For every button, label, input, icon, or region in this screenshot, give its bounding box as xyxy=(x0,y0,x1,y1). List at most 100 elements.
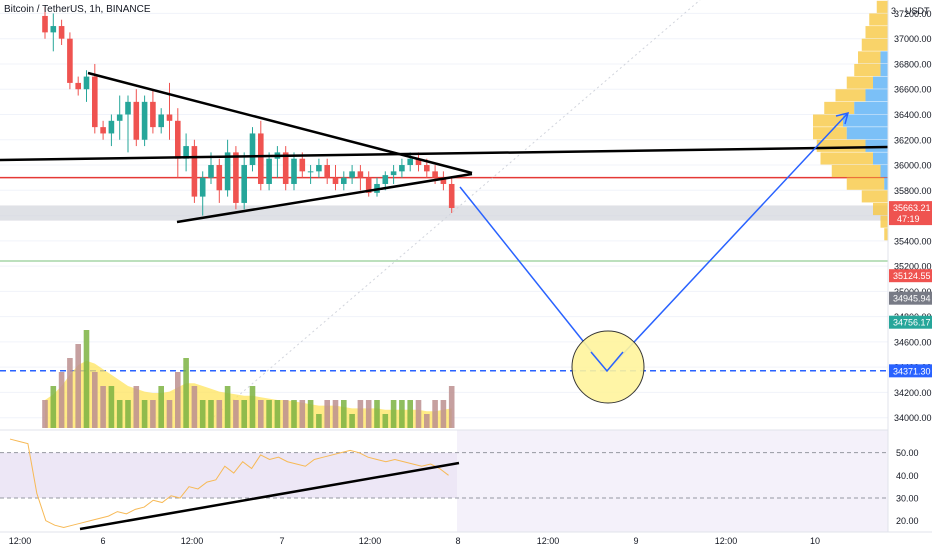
volume-bar xyxy=(341,400,347,428)
volume-bar xyxy=(67,358,73,428)
volume-bar xyxy=(58,372,65,428)
volume-bar xyxy=(382,414,389,428)
volume-bar xyxy=(282,400,289,428)
volume-bar xyxy=(83,330,90,428)
price-tick-label: 36000.00 xyxy=(894,161,932,171)
candle-body xyxy=(216,165,223,191)
projection-down xyxy=(459,186,608,372)
volume-profile-bar-blue xyxy=(854,101,888,114)
volume-bar xyxy=(307,400,314,428)
volume-bar xyxy=(424,414,430,428)
volume-bar xyxy=(291,400,297,428)
volume-bar xyxy=(75,344,81,428)
target-v-mark xyxy=(590,351,624,373)
volume-bar xyxy=(108,386,115,428)
volume-bar xyxy=(125,400,131,428)
volume-profile-bar xyxy=(820,152,873,165)
projection-up xyxy=(606,112,849,372)
volume-bar xyxy=(199,400,206,428)
time-axis-bg xyxy=(0,532,932,550)
time-tick-label: 12:00 xyxy=(715,536,738,546)
volume-profile-bar xyxy=(824,101,855,114)
rsi-line xyxy=(9,438,449,528)
candle-body xyxy=(67,38,73,83)
volume-bar xyxy=(407,400,413,428)
volume-bar xyxy=(266,400,272,428)
trendline-upper xyxy=(87,71,473,175)
candle-body xyxy=(108,120,115,134)
candle-body xyxy=(166,114,173,121)
volume-profile-bar-blue xyxy=(873,152,888,165)
volume-profile-bar xyxy=(861,190,888,203)
price-tick-label: 35200.00 xyxy=(894,262,932,272)
price-label-text: 35124.55 xyxy=(893,271,931,281)
target-circle xyxy=(571,330,645,404)
time-tick-label: 12:00 xyxy=(181,536,204,546)
candle-body xyxy=(332,177,339,184)
candle-body xyxy=(224,152,231,191)
time-tick-label: 12:00 xyxy=(9,536,32,546)
volume-profile-bar-blue xyxy=(843,114,888,127)
candle-body xyxy=(175,120,181,159)
price-label-text: 35663.21 xyxy=(893,203,931,213)
volume-profile-bar xyxy=(816,139,866,152)
candle-body xyxy=(316,165,322,172)
price-tick-label: 36400.00 xyxy=(894,110,932,120)
time-tick-label: 9 xyxy=(633,536,638,546)
price-label-box xyxy=(889,269,932,283)
volume-bar xyxy=(440,400,447,428)
candle-body xyxy=(191,146,198,197)
candle-body xyxy=(249,133,256,166)
volume-profile-bar xyxy=(884,228,888,241)
chart-legend: Bitcoin / TetherUS, 1h, BINANCE xyxy=(4,4,155,15)
candle-body xyxy=(133,101,140,140)
volume-bar xyxy=(133,386,140,428)
volume-profile-bar xyxy=(865,26,888,39)
volume-bar xyxy=(233,400,239,428)
candle-body xyxy=(349,171,355,178)
trendline-lower xyxy=(176,172,473,224)
candle-body xyxy=(291,158,297,184)
price-label-text: 34756.17 xyxy=(893,318,931,328)
candle-body xyxy=(42,15,48,33)
time-tick-label: 12:00 xyxy=(537,536,560,546)
volume-bar xyxy=(324,400,330,428)
volume-profile-bar-blue xyxy=(880,63,888,77)
candle-body xyxy=(92,76,98,128)
volume-bar xyxy=(191,386,198,428)
rsi-tick-label: 30.00 xyxy=(896,494,919,504)
price-tick-label: 37000.00 xyxy=(894,34,932,44)
candle-body xyxy=(324,165,330,178)
rsi-trendline xyxy=(79,461,460,531)
volume-bar xyxy=(299,400,306,428)
candle-body xyxy=(432,171,438,178)
volume-bar xyxy=(92,372,98,428)
volume-profile-bar xyxy=(880,215,888,228)
candle-body xyxy=(341,177,347,184)
volume-profile-bar xyxy=(813,114,843,127)
volume-bar xyxy=(183,358,189,428)
volume-bar xyxy=(141,400,148,428)
price-tick-label: 35400.00 xyxy=(894,236,932,246)
time-tick-label: 6 xyxy=(100,536,105,546)
time-tick-label: 10 xyxy=(810,536,820,546)
rsi-tick-label: 40.00 xyxy=(896,471,919,481)
candle-body xyxy=(424,165,430,172)
volume-bar xyxy=(208,400,214,428)
volume-bar xyxy=(316,414,322,428)
volume-bar xyxy=(241,400,247,428)
volume-bar xyxy=(448,386,455,428)
candle-body xyxy=(141,101,148,140)
volume-bar xyxy=(216,400,223,428)
volume-profile-bar xyxy=(858,51,881,64)
candle-body xyxy=(125,101,131,115)
scale-marker: 3 xyxy=(891,6,896,16)
price-tick-label: 36200.00 xyxy=(894,135,932,145)
price-tick-label: 34600.00 xyxy=(894,337,932,347)
trendline-horizontal xyxy=(0,145,889,162)
price-label-box xyxy=(889,364,932,378)
rsi-tick-label: 50.00 xyxy=(896,448,919,458)
volume-profile-bar-blue xyxy=(884,177,888,190)
